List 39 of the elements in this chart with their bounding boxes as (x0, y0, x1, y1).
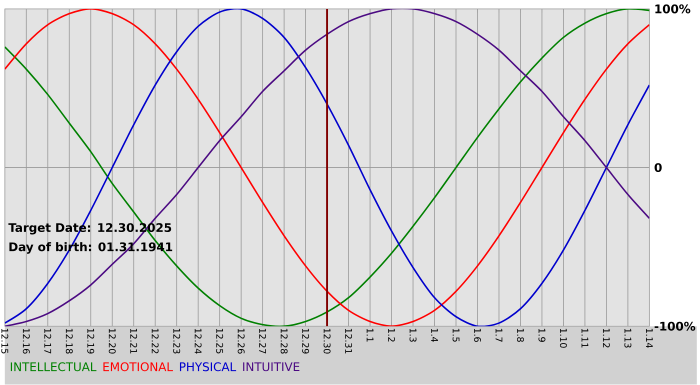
x-tick-label: 1.11 (582, 329, 588, 348)
y-tick-label: 0 (654, 163, 662, 172)
x-tick-label: 12.26 (238, 329, 245, 354)
text: INTUITIVE (243, 362, 300, 372)
x-tick-label: 1.7 (496, 329, 502, 342)
x-tick-label: 12.25 (216, 329, 224, 354)
y-tick-label: 100% (655, 4, 690, 14)
x-tick-label: 12.21 (130, 329, 138, 354)
x-tick-label: 1.1 (366, 329, 374, 342)
x-tick-label: 12.15 (1, 329, 8, 354)
x-tick-label: 1.3 (410, 329, 417, 342)
x-tick-label: 1.14 (646, 329, 653, 348)
x-tick-label: 12.29 (302, 329, 310, 354)
text: INTELLECTUAL (10, 362, 96, 372)
x-tick-label: 1.6 (474, 329, 481, 342)
x-tick-label: 12.17 (44, 329, 52, 354)
x-tick-label: 1.10 (560, 329, 567, 348)
x-tick-label: 12.18 (66, 329, 73, 354)
x-tick-label: 12.16 (22, 329, 30, 354)
text: PHYSICAL (180, 362, 236, 372)
x-tick-label: 1.9 (538, 329, 546, 342)
x-tick-label: 1.13 (624, 329, 632, 348)
line-series (4, 9, 650, 326)
y-tick-label: -100% (654, 322, 696, 331)
x-tick-label: 12.30 (324, 329, 331, 354)
x-tick-label: 1.8 (516, 329, 524, 342)
x-tick-label: 1.2 (388, 329, 395, 342)
x-tick-label: 1.12 (602, 329, 610, 348)
x-tick-label: 12.23 (173, 329, 180, 354)
x-tick-label: 12.27 (259, 329, 266, 354)
x-tick-label: 12.24 (194, 329, 202, 354)
x-tick-label: 12.19 (87, 329, 94, 354)
x-tick-label: 1.4 (431, 329, 438, 342)
x-tick-label: 12.20 (108, 329, 116, 354)
x-tick-label: 12.28 (280, 329, 288, 354)
x-tick-label: 12.31 (345, 329, 352, 354)
x-tick-label: 1.5 (452, 329, 460, 342)
x-tick-label: 12.22 (152, 329, 159, 354)
text: EMOTIONAL (103, 362, 173, 372)
